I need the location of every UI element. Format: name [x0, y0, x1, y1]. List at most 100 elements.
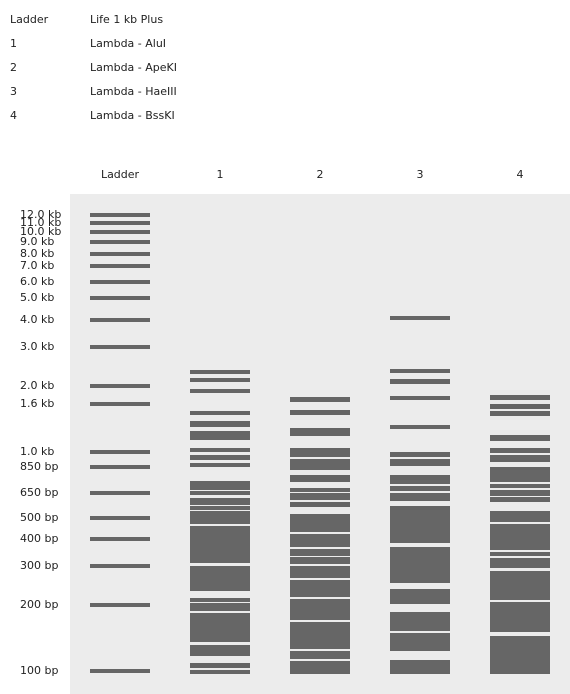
ladder-label: 1.0 kb [20, 445, 54, 458]
sample-band [390, 452, 450, 457]
ladder-label: 9.0 kb [20, 235, 54, 248]
sample-band [190, 663, 250, 668]
ladder-label: 850 bp [20, 460, 58, 473]
legend-lane: 3 [10, 85, 17, 98]
sample-band [490, 490, 550, 496]
legend-lane: Ladder [10, 13, 49, 26]
sample-band [390, 379, 450, 384]
sample-band [290, 622, 350, 649]
ladder-label: 1.6 kb [20, 397, 54, 410]
sample-band [290, 534, 350, 547]
ladder-label: 500 bp [20, 511, 58, 524]
ladder-label: 3.0 kb [20, 340, 54, 353]
ladder-label: 100 bp [20, 664, 58, 677]
sample-band [290, 502, 350, 507]
sample-band [390, 459, 450, 466]
sample-band [490, 395, 550, 400]
sample-band [290, 428, 350, 436]
ladder-band [90, 564, 150, 568]
sample-band [390, 475, 450, 484]
ladder-band [90, 296, 150, 300]
sample-band [190, 566, 250, 591]
sample-band [490, 571, 550, 600]
lane-header: 3 [417, 168, 424, 181]
legend-enzyme: Lambda - AluI [90, 37, 166, 50]
sample-band [290, 549, 350, 556]
legend-lane: 1 [10, 37, 17, 50]
sample-band [190, 506, 250, 510]
sample-band [290, 493, 350, 500]
sample-band [490, 602, 550, 632]
sample-band [190, 511, 250, 524]
sample-band [490, 467, 550, 482]
sample-band [490, 411, 550, 416]
sample-band [290, 514, 350, 532]
sample-band [190, 670, 250, 674]
sample-band [290, 599, 350, 620]
sample-band [290, 448, 350, 457]
sample-band [390, 547, 450, 583]
sample-band [490, 511, 550, 522]
sample-band [490, 455, 550, 462]
lane-header: 2 [317, 168, 324, 181]
sample-band [290, 566, 350, 578]
ladder-band [90, 318, 150, 322]
sample-band [190, 613, 250, 642]
sample-band [190, 598, 250, 602]
ladder-label: 7.0 kb [20, 259, 54, 272]
sample-band [490, 636, 550, 674]
ladder-band [90, 280, 150, 284]
ladder-band [90, 669, 150, 673]
ladder-band [90, 491, 150, 495]
sample-band [190, 491, 250, 495]
legend-lane: 4 [10, 109, 17, 122]
legend-enzyme: Lambda - HaeIII [90, 85, 177, 98]
ladder-label: 12.0 kb [20, 208, 61, 221]
sample-band [290, 651, 350, 659]
legend-enzyme: Lambda - ApeKI [90, 61, 177, 74]
ladder-band [90, 450, 150, 454]
ladder-label: 5.0 kb [20, 291, 54, 304]
ladder-band [90, 240, 150, 244]
sample-band [390, 369, 450, 373]
sample-band [490, 552, 550, 556]
sample-band [190, 455, 250, 460]
legend-lane: 2 [10, 61, 17, 74]
sample-band [390, 493, 450, 501]
sample-band [290, 410, 350, 415]
sample-band [190, 603, 250, 611]
sample-band [190, 431, 250, 440]
sample-band [190, 481, 250, 490]
sample-band [490, 497, 550, 502]
sample-band [390, 506, 450, 543]
sample-band [290, 459, 350, 470]
ladder-label: 650 bp [20, 486, 58, 499]
sample-band [390, 589, 450, 604]
legend-enzyme: Life 1 kb Plus [90, 13, 163, 26]
sample-band [190, 463, 250, 467]
ladder-band [90, 213, 150, 217]
ladder-band [90, 537, 150, 541]
sample-band [190, 448, 250, 452]
sample-band [290, 397, 350, 402]
ladder-label: 11.0 kb [20, 216, 61, 229]
ladder-band [90, 230, 150, 234]
ladder-label: 6.0 kb [20, 275, 54, 288]
sample-band [390, 396, 450, 400]
sample-band [390, 316, 450, 320]
ladder-label: 2.0 kb [20, 379, 54, 392]
sample-band [290, 580, 350, 597]
sample-band [290, 557, 350, 564]
sample-band [190, 421, 250, 427]
legend-enzyme: Lambda - BssKI [90, 109, 175, 122]
sample-band [490, 435, 550, 441]
sample-band [190, 645, 250, 656]
lane-header: Ladder [101, 168, 140, 181]
ladder-band [90, 465, 150, 469]
ladder-band [90, 516, 150, 520]
sample-band [390, 660, 450, 674]
ladder-label: 200 bp [20, 598, 58, 611]
lane-header: 1 [217, 168, 224, 181]
